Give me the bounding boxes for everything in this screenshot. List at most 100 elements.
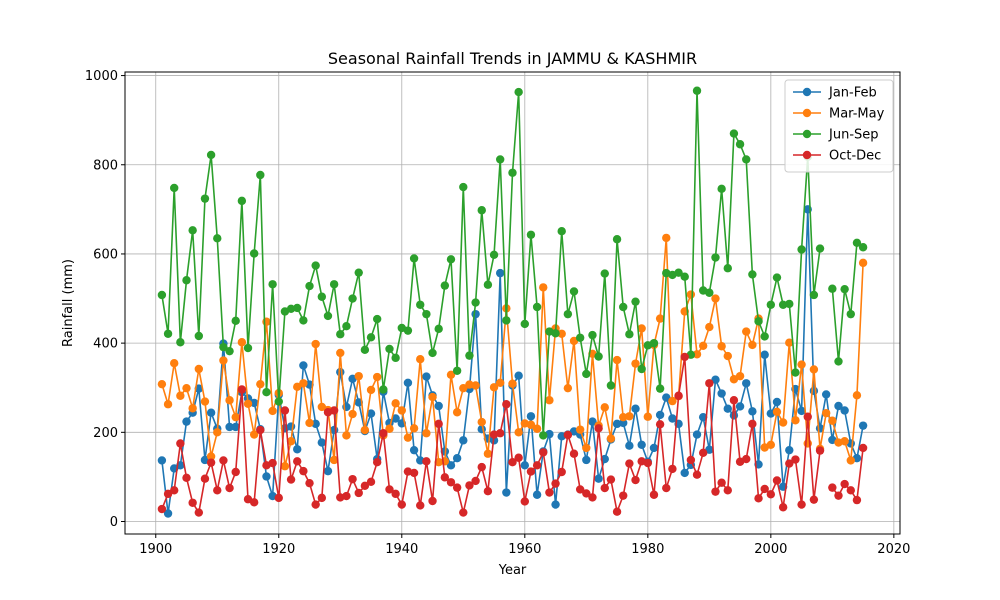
data-point — [692, 430, 702, 439]
data-point — [563, 383, 573, 393]
data-point — [569, 287, 579, 296]
data-point — [176, 439, 185, 448]
data-point — [772, 273, 782, 282]
data-point — [403, 326, 413, 335]
x-tick-label: 1980 — [631, 542, 664, 557]
data-point — [299, 466, 308, 476]
data-point — [508, 458, 517, 467]
data-point — [735, 140, 745, 149]
data-point — [256, 379, 265, 389]
data-point — [348, 474, 357, 484]
x-tick-label: 2000 — [754, 542, 787, 557]
data-point — [619, 302, 628, 312]
data-point — [416, 501, 425, 510]
data-point — [563, 430, 573, 440]
y-tick-label: 1000 — [85, 69, 118, 84]
data-point — [305, 478, 314, 488]
data-point — [243, 343, 253, 353]
legend-label: Mar-May — [829, 107, 885, 122]
data-point — [625, 459, 634, 468]
data-point — [582, 489, 591, 498]
data-point — [637, 364, 646, 374]
data-point — [637, 440, 646, 450]
data-point — [422, 457, 431, 466]
data-point — [440, 281, 450, 290]
data-point — [249, 498, 259, 507]
data-point — [655, 384, 665, 393]
data-point — [379, 429, 388, 438]
data-point — [157, 379, 167, 389]
x-tick-label: 1900 — [139, 542, 172, 557]
data-point — [612, 235, 622, 244]
series-oct-dec — [157, 352, 868, 517]
data-point — [286, 437, 296, 446]
data-point — [225, 422, 234, 432]
y-axis-label: Rainfall (mm) — [61, 259, 76, 347]
data-point — [557, 467, 566, 477]
data-point — [674, 391, 683, 400]
data-point — [514, 371, 523, 380]
data-point — [366, 409, 376, 418]
data-point — [742, 327, 751, 336]
data-point — [612, 507, 622, 516]
data-point — [588, 330, 597, 340]
data-point — [477, 206, 486, 215]
data-point — [336, 330, 345, 339]
data-point — [809, 365, 819, 374]
data-point — [391, 489, 400, 499]
data-point — [778, 300, 788, 309]
data-point — [514, 428, 523, 437]
data-point — [459, 436, 468, 445]
data-point — [416, 354, 425, 364]
data-point — [526, 420, 536, 429]
data-point — [225, 396, 234, 405]
data-point — [508, 379, 517, 388]
data-point — [311, 261, 320, 270]
data-point — [305, 281, 314, 291]
data-point — [785, 459, 794, 468]
data-point — [354, 268, 363, 277]
data-point — [717, 184, 726, 194]
data-point — [846, 486, 855, 495]
data-point — [293, 457, 302, 466]
y-tick-label: 0 — [110, 515, 118, 530]
data-point — [662, 483, 671, 493]
data-point — [748, 340, 757, 350]
data-point — [440, 473, 450, 482]
legend-marker — [802, 129, 812, 139]
data-point — [692, 86, 702, 95]
data-point — [766, 440, 776, 450]
data-point — [662, 393, 671, 402]
data-point — [286, 475, 296, 484]
data-point — [834, 491, 843, 500]
y-tick-label: 800 — [93, 158, 118, 173]
series-jun-sep — [157, 86, 868, 440]
data-point — [256, 170, 265, 180]
data-point — [471, 309, 480, 319]
data-point — [532, 461, 542, 470]
data-point — [446, 255, 456, 264]
legend-marker — [802, 108, 812, 118]
data-point — [772, 407, 782, 417]
data-point — [809, 386, 819, 396]
data-point — [219, 456, 228, 465]
data-point — [785, 445, 794, 455]
data-point — [188, 404, 197, 413]
data-point — [342, 321, 351, 331]
data-point — [588, 417, 597, 426]
data-point — [409, 468, 419, 478]
data-point — [748, 270, 757, 279]
data-point — [766, 490, 776, 499]
data-point — [422, 309, 431, 319]
data-point — [465, 481, 474, 490]
data-point — [532, 490, 542, 499]
data-point — [311, 419, 320, 429]
data-point — [569, 449, 579, 458]
data-point — [754, 317, 763, 326]
data-point — [293, 303, 302, 313]
data-point — [434, 324, 443, 334]
legend-item: Oct-Dec — [793, 149, 881, 164]
data-point — [188, 226, 197, 235]
data-point — [391, 414, 400, 423]
data-point — [231, 422, 240, 432]
